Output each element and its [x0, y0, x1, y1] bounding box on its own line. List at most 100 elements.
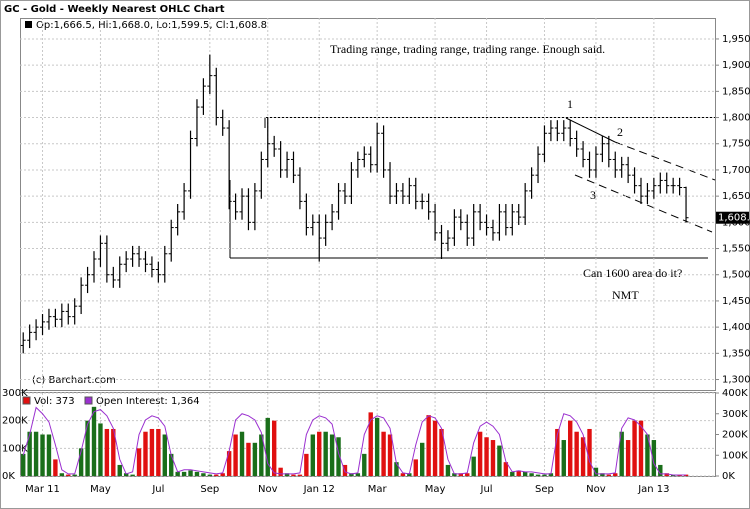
y-tick-label: 0K	[2, 471, 15, 482]
volume-bar	[297, 474, 303, 476]
volume-bar	[317, 431, 322, 476]
volume-bar	[194, 471, 200, 476]
volume-bar	[40, 434, 45, 476]
x-tick-label: May	[90, 484, 111, 495]
y-tick-label: 1,550	[722, 244, 750, 255]
volume-bar	[568, 420, 573, 476]
volume-bar	[66, 474, 71, 476]
x-tick-label: Nov	[258, 484, 278, 495]
legend-label: Open Interest: 1,364	[96, 396, 200, 407]
volume-bar	[284, 473, 290, 476]
volume-bar	[111, 428, 116, 476]
volume-bar	[98, 423, 103, 476]
volume-bar	[593, 467, 599, 476]
volume-bar	[445, 464, 451, 476]
chart-title: GC - Gold - Weekly Nearest OHLC Chart	[4, 4, 225, 15]
volume-bar	[162, 434, 167, 476]
volume-bar	[400, 473, 406, 476]
y-tick-label: 1,850	[722, 86, 750, 97]
volume-bar	[465, 473, 470, 476]
volume-bar	[426, 415, 431, 476]
y-tick-label: 1,750	[722, 139, 750, 150]
volume-bar	[355, 473, 361, 476]
volume-bar	[497, 445, 502, 476]
y-tick-label: 1,700	[722, 165, 750, 176]
x-tick-label: Jan 13	[637, 484, 669, 495]
annotation: 3	[590, 188, 596, 202]
volume-bar	[413, 459, 418, 476]
y-tick-label: 200K	[2, 416, 28, 427]
y-tick-label: 1,650	[722, 191, 750, 202]
y2-tick-label: 0K	[722, 471, 735, 482]
volume-bar	[72, 474, 77, 476]
x-tick-label: Nov	[586, 484, 606, 495]
volume-bar	[46, 434, 52, 476]
x-tick-label: Jul	[151, 484, 164, 495]
y2-tick-label: 400K	[722, 388, 748, 399]
volume-bar	[374, 417, 380, 476]
volume-bar	[53, 459, 58, 476]
volume-bar	[484, 437, 489, 476]
volume-bar	[156, 428, 161, 476]
volume-bar	[33, 431, 39, 476]
volume-bar	[368, 412, 373, 476]
volume-bar	[542, 474, 547, 476]
volume-bar	[535, 474, 541, 476]
volume-bar	[645, 434, 650, 476]
volume-bar	[477, 431, 483, 476]
annotation: Can 1600 area do it?	[583, 266, 682, 280]
volume-bar	[362, 453, 367, 476]
volume-bar	[278, 467, 283, 476]
volume-bar	[522, 471, 528, 476]
volume-bar	[91, 406, 97, 476]
annotation: 2	[617, 125, 623, 139]
y-tick-label: 1,350	[722, 348, 750, 359]
y2-tick-label: 300K	[722, 409, 748, 420]
volume-bar	[658, 464, 663, 476]
volume-bar	[471, 456, 476, 476]
source: (c) Barchart.com	[32, 375, 116, 386]
y-tick-label: 300K	[2, 388, 28, 399]
volume-bar	[304, 453, 309, 476]
volume-bar	[651, 440, 657, 476]
volume-bar	[407, 473, 412, 476]
volume-bar	[310, 434, 316, 476]
volume-bar	[271, 420, 277, 476]
volume-bar	[510, 471, 515, 476]
volume-bar	[175, 471, 180, 476]
volume-bar	[336, 437, 341, 476]
volume-bar	[123, 473, 129, 476]
volume-bar	[516, 470, 521, 476]
volume-bar	[638, 420, 644, 476]
volume-bar	[432, 420, 438, 476]
y-tick-label: 1,300	[722, 375, 750, 386]
volume-bar	[529, 473, 534, 476]
volume-bar	[246, 442, 251, 476]
volume-bar	[452, 473, 457, 476]
volume-bar	[490, 440, 496, 476]
legend-swatch	[22, 396, 31, 405]
volume-bar	[458, 473, 464, 476]
last-price: 1,608.8	[718, 213, 750, 224]
volume-bar	[130, 474, 135, 476]
open-interest-line	[22, 406, 687, 476]
volume-bar	[27, 431, 32, 476]
volume-bar	[625, 440, 631, 476]
y-tick-label: 1,450	[722, 296, 750, 307]
channel-upper	[614, 141, 716, 181]
volume-bar	[394, 462, 399, 476]
volume-bar	[548, 473, 554, 476]
volume-bar	[561, 440, 566, 476]
volume-bar	[181, 471, 187, 476]
trend-line	[565, 117, 616, 143]
x-tick-label: May	[425, 484, 446, 495]
volume-bar	[632, 420, 637, 476]
volume-bar	[600, 473, 605, 476]
annotation: 1	[567, 97, 573, 111]
volume-bar	[265, 417, 270, 476]
volume-bar	[188, 470, 193, 476]
volume-bar	[323, 431, 328, 476]
volume-bar	[439, 428, 444, 476]
volume-bar	[169, 453, 174, 476]
volume-bar	[201, 473, 206, 476]
